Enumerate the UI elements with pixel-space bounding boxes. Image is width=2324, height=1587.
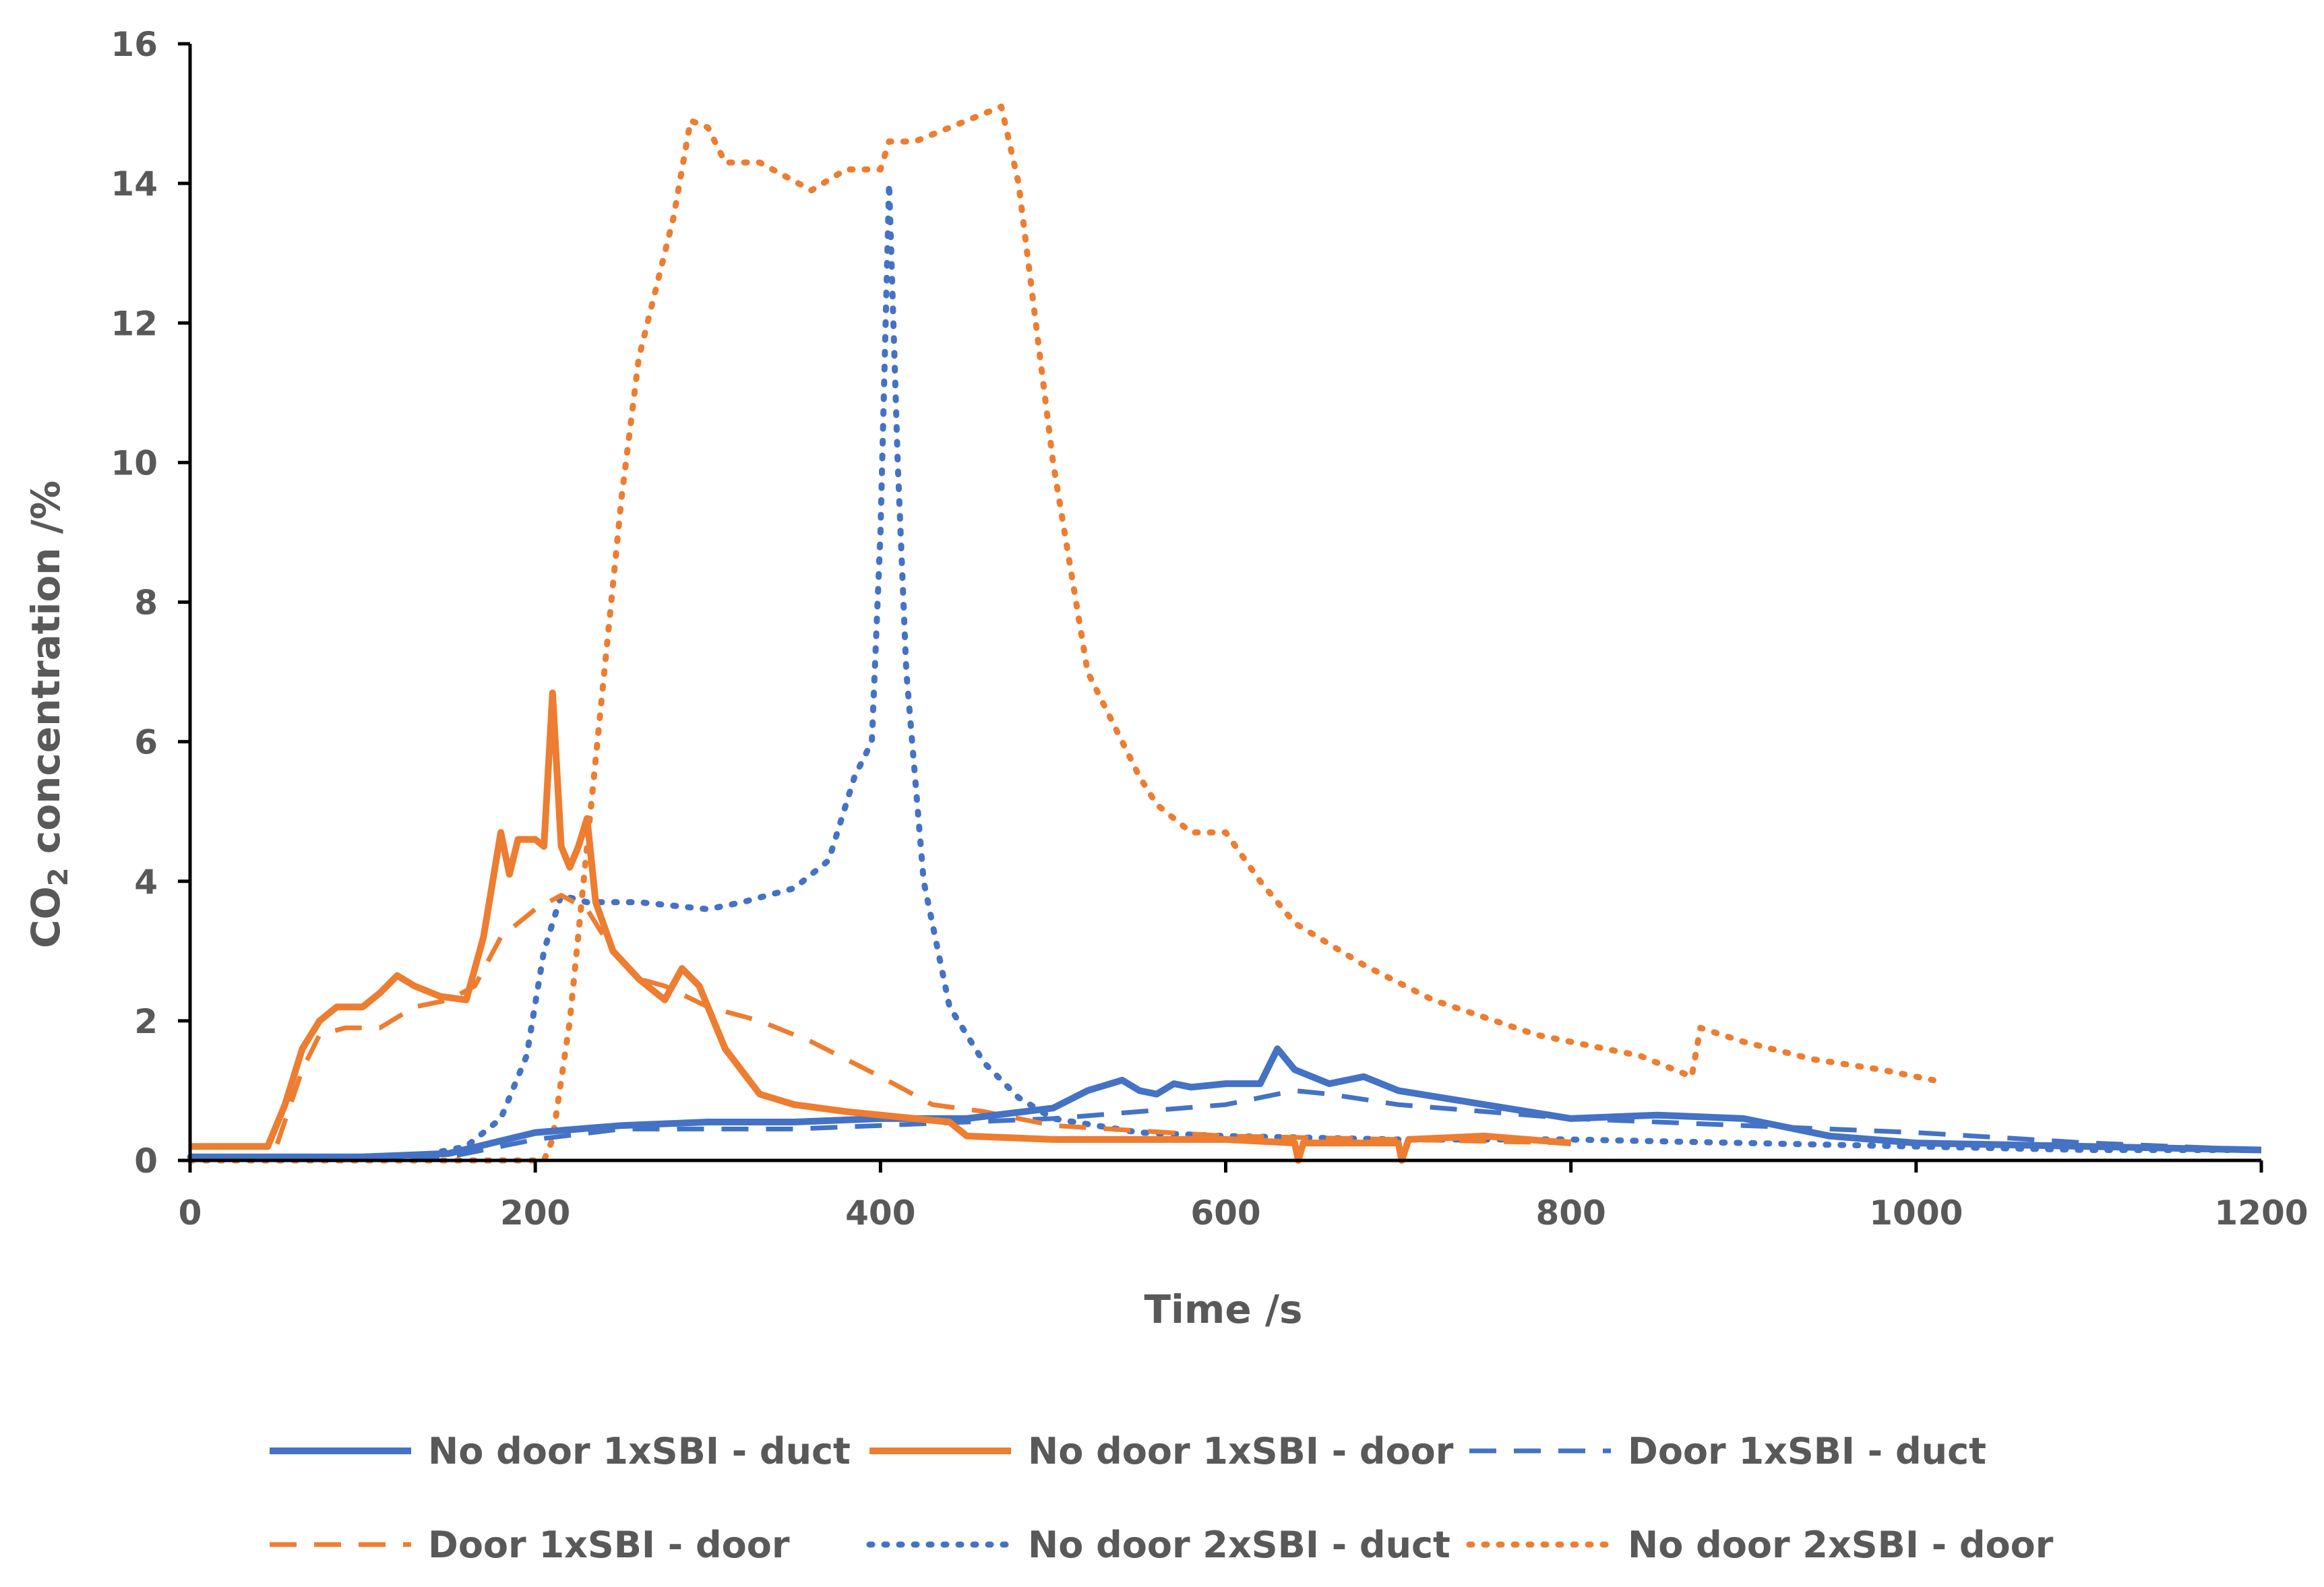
- y-tick-label: 6: [134, 723, 158, 762]
- x-axis-title: Time /s: [1144, 1286, 1302, 1332]
- y-tick-label: 4: [134, 863, 158, 902]
- legend-label-5: No door 2xSBI - duct: [1028, 1524, 1450, 1566]
- y-ticks: 0 2 4 6 8 10 12 14 16: [111, 25, 190, 1181]
- y-tick-label: 8: [134, 584, 158, 623]
- series-line-2: [190, 689, 1572, 1164]
- legend-label-2: No door 1xSBI - door: [1028, 1430, 1454, 1472]
- x-tick-label: 800: [1535, 1193, 1606, 1233]
- plot-lines: [187, 103, 2265, 1164]
- x-tick-label: 600: [1190, 1193, 1260, 1233]
- legend-label-3: Door 1xSBI - duct: [1628, 1430, 1986, 1472]
- x-tick-label: 400: [845, 1193, 915, 1233]
- x-ticks: 0 200 400 600 800 1000 1200: [179, 1160, 2308, 1233]
- x-tick-label: 1000: [1869, 1193, 1963, 1233]
- y-axis-title-rest: concentration /%: [23, 480, 69, 867]
- y-tick-label: 10: [111, 443, 158, 483]
- y-axis-title-subscript: 2: [43, 867, 74, 886]
- x-tick-label: 1200: [2214, 1193, 2308, 1233]
- y-tick-label: 16: [111, 25, 158, 64]
- series-line-5: [187, 180, 2265, 1160]
- y-tick-label: 0: [134, 1142, 158, 1181]
- series-line-6: [187, 103, 1936, 1164]
- legend-label-4: Door 1xSBI - door: [428, 1524, 790, 1566]
- y-axis-title: CO2 concentration /%: [23, 480, 74, 948]
- x-tick-label: 200: [500, 1193, 570, 1233]
- y-tick-label: 12: [111, 304, 158, 343]
- legend-label-6: No door 2xSBI - door: [1628, 1524, 2054, 1566]
- series-line-1: [190, 1045, 2262, 1160]
- y-tick-label: 2: [134, 1002, 158, 1041]
- x-tick-label: 0: [179, 1193, 202, 1233]
- axes: [188, 44, 2261, 1162]
- legend: No door 1xSBI - duct No door 1xSBI - door…: [270, 1430, 2054, 1566]
- y-tick-label: 14: [111, 164, 158, 204]
- y-axis-title-main: CO: [23, 886, 69, 948]
- legend-label-1: No door 1xSBI - duct: [428, 1430, 851, 1472]
- series-line-3: [190, 1088, 2262, 1160]
- series-line-4: [190, 893, 1571, 1149]
